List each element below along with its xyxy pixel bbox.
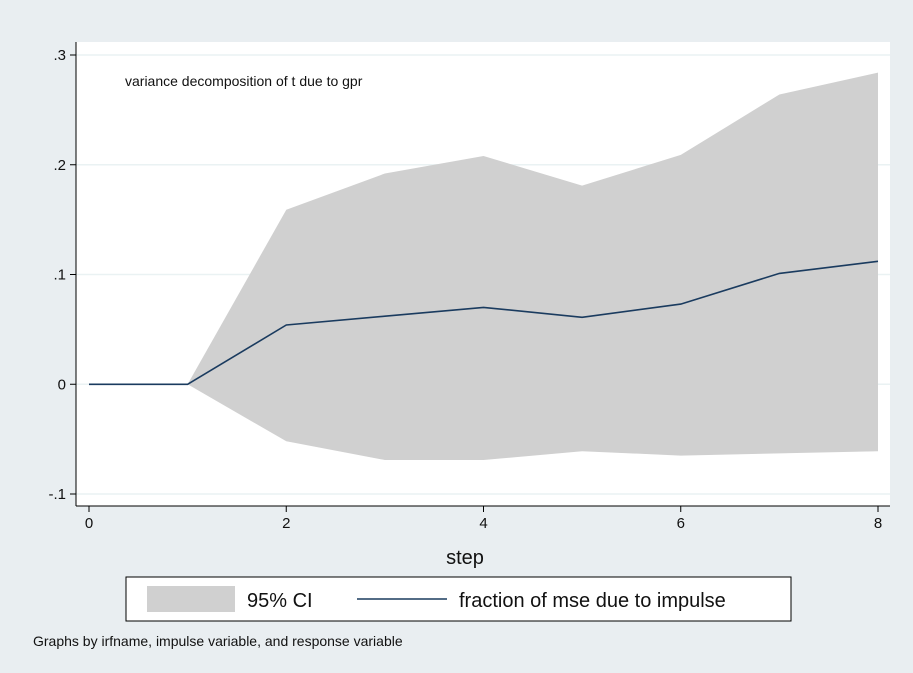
x-tick-label-1: 2	[282, 515, 290, 532]
graph-note: Graphs by irfname, impulse variable, and…	[33, 633, 403, 649]
legend-label-ci: 95% CI	[247, 590, 313, 612]
legend-label-line: fraction of mse due to impulse	[459, 590, 726, 612]
legend-swatch-ci	[147, 586, 235, 612]
y-tick-label-4: .3	[53, 47, 66, 64]
y-tick-label-2: .1	[53, 267, 66, 284]
x-tick-label-0: 0	[85, 515, 93, 532]
chart-subtitle: variance decomposition of t due to gpr	[125, 73, 363, 89]
legend: 95% CI fraction of mse due to impulse	[125, 576, 792, 622]
y-tick-label-0: -.1	[48, 486, 66, 503]
x-tick-label-3: 6	[677, 515, 685, 532]
y-tick-label-1: 0	[58, 376, 66, 393]
ci-band-layer	[89, 72, 878, 460]
y-tick-label-3: .2	[53, 157, 66, 174]
x-tick-label-4: 8	[874, 515, 882, 532]
x-tick-label-2: 4	[479, 515, 487, 532]
legend-box	[125, 576, 792, 622]
series-line-fraction-mse	[89, 260, 879, 386]
x-axis-label: step	[446, 547, 484, 569]
ci-band	[89, 72, 878, 460]
axes: -.1 0 .1 .2 .3 0 2 4 6 8	[48, 42, 890, 532]
irf-line-layer	[89, 260, 879, 386]
